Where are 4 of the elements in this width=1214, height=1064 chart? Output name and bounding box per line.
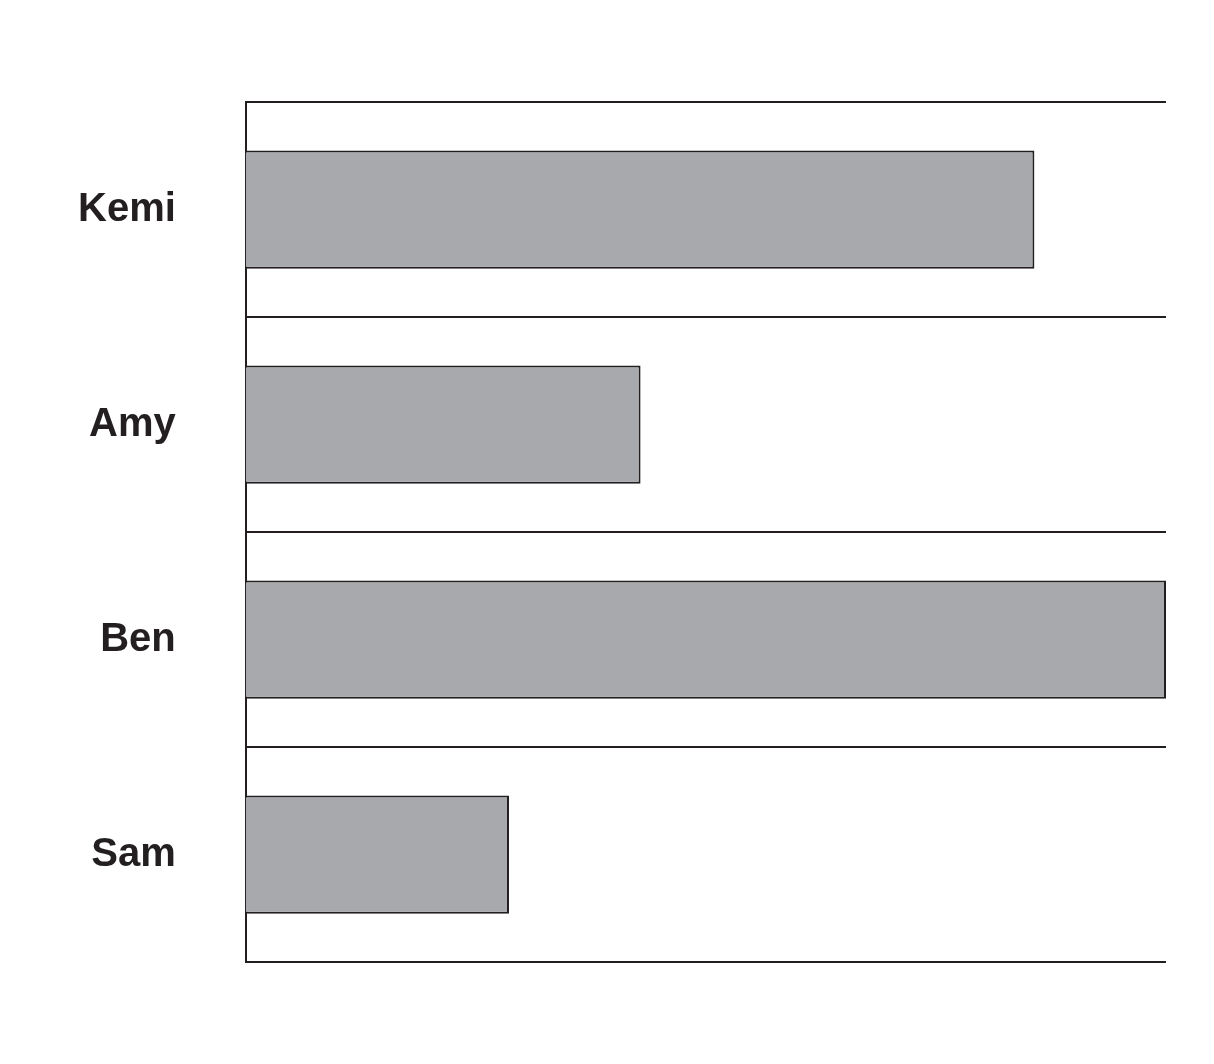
y-tick-label: Sam	[91, 829, 176, 874]
y-tick-label: Kemi	[78, 184, 176, 229]
y-tick-label: Amy	[89, 399, 177, 444]
y-tick-label: Ben	[100, 614, 176, 659]
